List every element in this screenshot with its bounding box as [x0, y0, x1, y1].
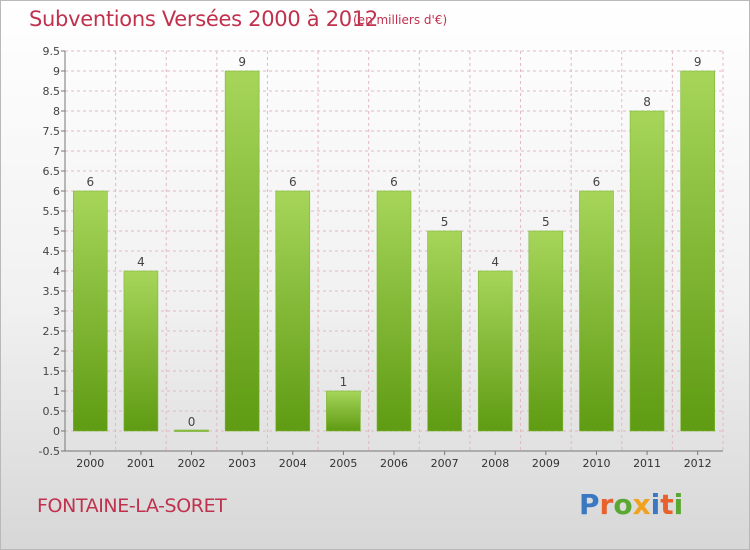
bar [376, 190, 412, 432]
logo-letter: i [673, 488, 684, 521]
x-tick-label: 2006 [380, 457, 408, 470]
bar [477, 270, 513, 432]
chart-title: Subventions Versées 2000 à 2012 [29, 7, 378, 31]
y-tick-label: 9 [53, 65, 60, 78]
bar [629, 110, 665, 432]
data-label: 4 [137, 255, 145, 269]
bar [275, 190, 311, 432]
x-tick-label: 2007 [431, 457, 459, 470]
y-tick-label: 3 [53, 305, 60, 318]
data-label: 9 [694, 55, 702, 69]
y-tick-label: 7.5 [43, 125, 61, 138]
commune-name: FONTAINE-LA-SORET [37, 495, 227, 517]
data-label: 6 [593, 175, 601, 189]
logo-letter: t [660, 488, 674, 521]
x-tick-label: 2005 [329, 457, 357, 470]
y-tick-label: 8.5 [43, 85, 61, 98]
bar [528, 230, 564, 432]
x-tick-label: 2002 [178, 457, 206, 470]
x-tick-label: 2004 [279, 457, 307, 470]
bar [680, 70, 715, 432]
y-tick-label: 1.5 [43, 365, 61, 378]
bar [224, 70, 260, 432]
data-label: 8 [643, 95, 651, 109]
data-label: 9 [238, 55, 246, 69]
y-tick-label: 4 [53, 265, 60, 278]
proxiti-logo[interactable]: Proxiti [579, 488, 683, 521]
y-tick-label: 4.5 [43, 245, 61, 258]
y-tick-label: 7 [53, 145, 60, 158]
logo-letter: i [650, 488, 661, 521]
data-label: 5 [441, 215, 449, 229]
x-tick-label: 2012 [684, 457, 712, 470]
y-tick-label: 6.5 [43, 165, 61, 178]
data-label: 6 [289, 175, 297, 189]
bar [427, 230, 462, 432]
logo-letter: x [632, 488, 651, 521]
y-tick-label: 2.5 [43, 325, 61, 338]
y-tick-label: -0.5 [39, 445, 60, 458]
x-tick-label: 2008 [481, 457, 509, 470]
data-label: 4 [491, 255, 499, 269]
y-tick-label: 0.5 [43, 405, 61, 418]
logo-letter: r [599, 488, 614, 521]
bar [326, 390, 361, 432]
data-label: 6 [390, 175, 398, 189]
bar [174, 429, 209, 432]
x-tick-label: 2011 [633, 457, 661, 470]
bar [73, 190, 108, 432]
y-tick-label: 0 [53, 425, 60, 438]
x-tick-label: 2010 [582, 457, 610, 470]
y-tick-label: 6 [53, 185, 60, 198]
data-label: 6 [86, 175, 94, 189]
x-tick-label: 2001 [127, 457, 155, 470]
y-tick-label: 2 [53, 345, 60, 358]
logo-letter: o [613, 488, 633, 521]
x-tick-label: 2009 [532, 457, 560, 470]
y-tick-label: 5.5 [43, 205, 61, 218]
y-tick-label: 3.5 [43, 285, 61, 298]
chart-subtitle: (en milliers d'€) [353, 13, 448, 27]
bar [579, 190, 614, 432]
data-label: 0 [188, 415, 196, 429]
y-tick-label: 1 [53, 385, 60, 398]
y-tick-label: 9.5 [43, 45, 61, 58]
data-label: 1 [340, 375, 348, 389]
y-tick-label: 5 [53, 225, 60, 238]
data-label: 5 [542, 215, 550, 229]
logo-letter: P [579, 488, 600, 521]
x-tick-label: 2003 [228, 457, 256, 470]
x-tick-label: 2000 [76, 457, 104, 470]
y-tick-label: 8 [53, 105, 60, 118]
bar [123, 270, 159, 432]
